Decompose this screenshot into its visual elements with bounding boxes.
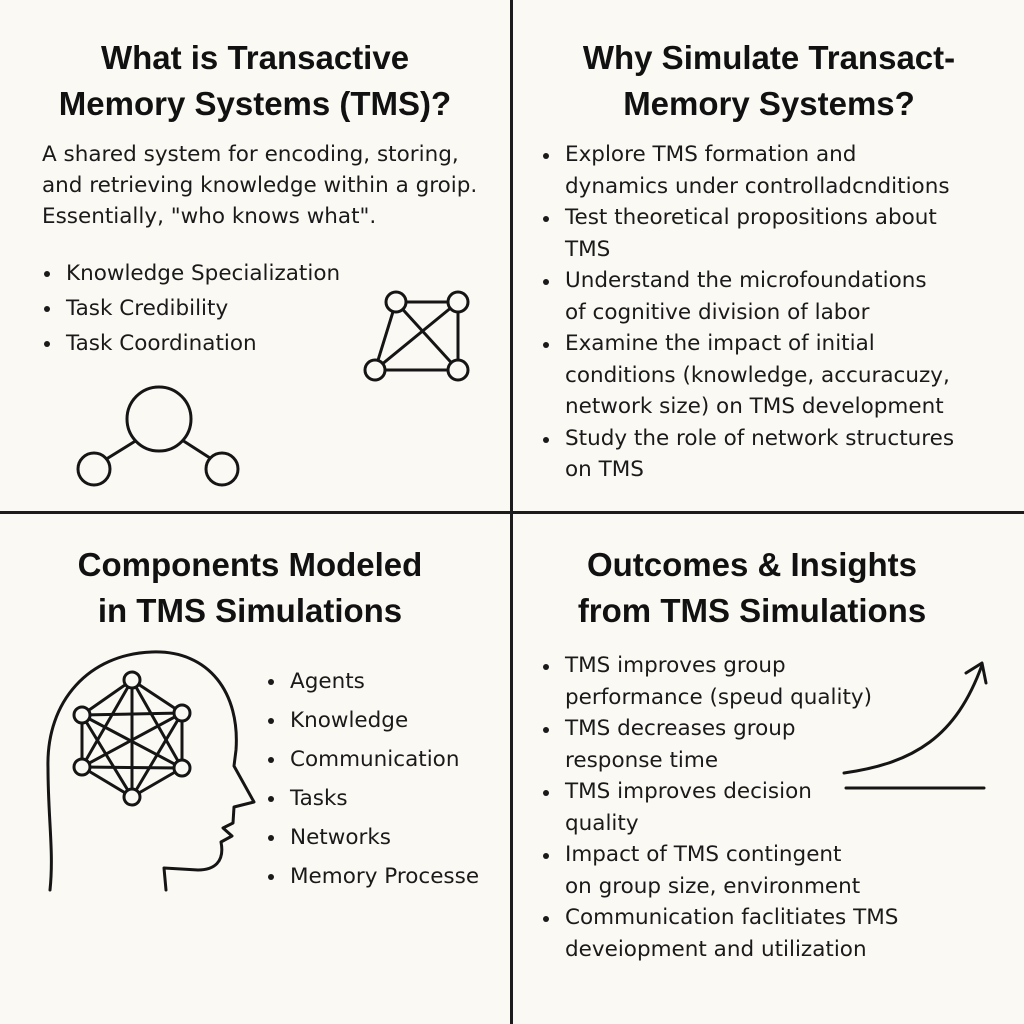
- hierarchy-nodes-icon: [76, 385, 240, 487]
- title-line: Memory Systems?: [623, 85, 915, 122]
- definition-line: Essentially, "who knows what".: [42, 204, 377, 229]
- list-item: Understand the microfoundations of cogni…: [541, 265, 954, 328]
- growth-arrow-icon: [842, 661, 988, 790]
- head-network-icon: [46, 650, 256, 892]
- list-item: TMS decreases group response time: [541, 713, 898, 776]
- title-line: Components Modeled: [77, 546, 423, 583]
- list-item: Impact of TMS contingent on group size, …: [541, 839, 898, 902]
- list-item: Agents: [266, 662, 479, 701]
- list-item: Networks: [266, 818, 479, 857]
- definition-line: A shared system for encoding, storing,: [42, 142, 459, 167]
- network-graph-icon: [363, 290, 470, 382]
- list-item: Tasks: [266, 779, 479, 818]
- list-item: Task Coordination: [42, 326, 340, 361]
- components-list: Agents Knowledge Communication Tasks Net…: [266, 662, 479, 896]
- horizontal-divider: [0, 511, 1024, 514]
- definition-line: and retrieving knowledge within a groip.: [42, 173, 478, 198]
- outcomes-title: Outcomes & Insights from TMS Simulations: [502, 542, 1002, 634]
- list-item: Communication: [266, 740, 479, 779]
- title-line: from TMS Simulations: [577, 592, 927, 629]
- list-item: TMS improves decision quality: [541, 776, 898, 839]
- list-item: TMS improves group performance (speud qu…: [541, 650, 898, 713]
- title-line: Outcomes & Insights: [586, 546, 918, 583]
- list-item: Communication faclitiates TMS deveiopmen…: [541, 902, 898, 965]
- list-item: Test theoretical propositions about TMS: [541, 202, 954, 265]
- title-line: What is Transactive: [100, 39, 410, 76]
- components-title: Components Modeled in TMS Simulations: [0, 542, 500, 634]
- list-item: Memory Processe: [266, 857, 479, 896]
- list-item: Explore TMS formation and dynamics under…: [541, 139, 954, 202]
- simulation-reasons-list: Explore TMS formation and dynamics under…: [541, 139, 954, 486]
- list-item: Study the role of network structures on …: [541, 423, 954, 486]
- tms-definition: A shared system for encoding, storing, a…: [42, 139, 477, 232]
- list-item: Examine the impact of initial conditions…: [541, 328, 954, 423]
- title-line: in TMS Simulations: [97, 592, 403, 629]
- why-simulate-title: Why Simulate Transact- Memory Systems?: [514, 35, 1024, 127]
- title-line: Memory Systems (TMS)?: [58, 85, 452, 122]
- list-item: Task Credibility: [42, 291, 340, 326]
- list-item: Knowledge: [266, 701, 479, 740]
- tms-dimensions-list: Knowledge Specialization Task Credibilit…: [42, 256, 340, 361]
- title-line: Why Simulate Transact-: [582, 39, 956, 76]
- what-is-title: What is Transactive Memory Systems (TMS)…: [0, 35, 510, 127]
- list-item: Knowledge Specialization: [42, 256, 340, 291]
- outcomes-list: TMS improves group performance (speud qu…: [541, 650, 898, 965]
